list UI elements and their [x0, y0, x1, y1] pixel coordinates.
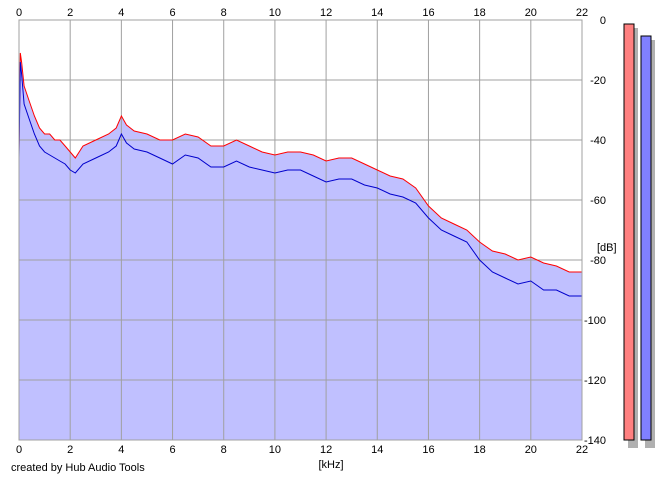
x-tick-label-top: 16	[422, 7, 434, 19]
grid-lines	[19, 20, 582, 440]
y-axis-tick-labels: 0 -20 -40 -60 -80 -100 -120 -140	[584, 15, 606, 447]
x-tick-label-top: 2	[67, 7, 73, 19]
y-tick-label: -60	[590, 195, 606, 207]
plot-border	[18, 19, 583, 441]
x-tick-label-bottom: 12	[320, 444, 332, 456]
series-lines	[18, 52, 582, 297]
x-tick-label-bottom: 14	[371, 444, 383, 456]
y-tick-label: -140	[584, 435, 606, 447]
x-tick-label-top: 20	[525, 7, 537, 19]
x-tick-label-top: 14	[371, 7, 383, 19]
x-tick-label-top: 10	[269, 7, 281, 19]
y-axis-label: [dB]	[597, 242, 617, 254]
x-tick-label-top: 12	[320, 7, 332, 19]
x-tick-label-top: 4	[118, 7, 124, 19]
y-tick-label: -20	[590, 75, 606, 87]
x-tick-label-bottom: 18	[474, 444, 486, 456]
meter-left-bar	[623, 23, 635, 441]
spectrum-area	[19, 53, 582, 440]
x-tick-label-bottom: 10	[269, 444, 281, 456]
series-line-blue	[18, 61, 582, 297]
y-tick-label: -40	[590, 135, 606, 147]
credit-text: created by Hub Audio Tools	[11, 462, 145, 474]
x-tick-label-top: 8	[221, 7, 227, 19]
x-tick-label-bottom: 16	[422, 444, 434, 456]
y-tick-label: -120	[584, 375, 606, 387]
x-tick-label-bottom: 2	[67, 444, 73, 456]
y-tick-label: -100	[584, 315, 606, 327]
x-tick-label-bottom: 0	[16, 444, 22, 456]
meter-right-bar	[640, 35, 652, 441]
x-tick-label-top: 6	[169, 7, 175, 19]
y-tick-label: 0	[600, 15, 606, 27]
x-tick-label-bottom: 6	[169, 444, 175, 456]
x-axis-top-tick-labels: 0 2 4 6 8 10 12 14 16 18 20 22	[16, 7, 588, 19]
spectrum-fill	[19, 53, 582, 440]
x-axis-label: [kHz]	[318, 459, 343, 471]
series-line-red	[18, 52, 582, 273]
x-tick-label-bottom: 20	[525, 444, 537, 456]
x-tick-label-bottom: 8	[221, 444, 227, 456]
x-tick-label-top: 22	[576, 7, 588, 19]
x-tick-label-top: 0	[16, 7, 22, 19]
x-axis-bottom-tick-labels: 0 2 4 6 8 10 12 14 16 18 20 22	[16, 444, 588, 456]
y-tick-label: -80	[590, 255, 606, 267]
x-tick-label-bottom: 22	[576, 444, 588, 456]
x-tick-label-top: 18	[474, 7, 486, 19]
x-tick-label-bottom: 4	[118, 444, 124, 456]
